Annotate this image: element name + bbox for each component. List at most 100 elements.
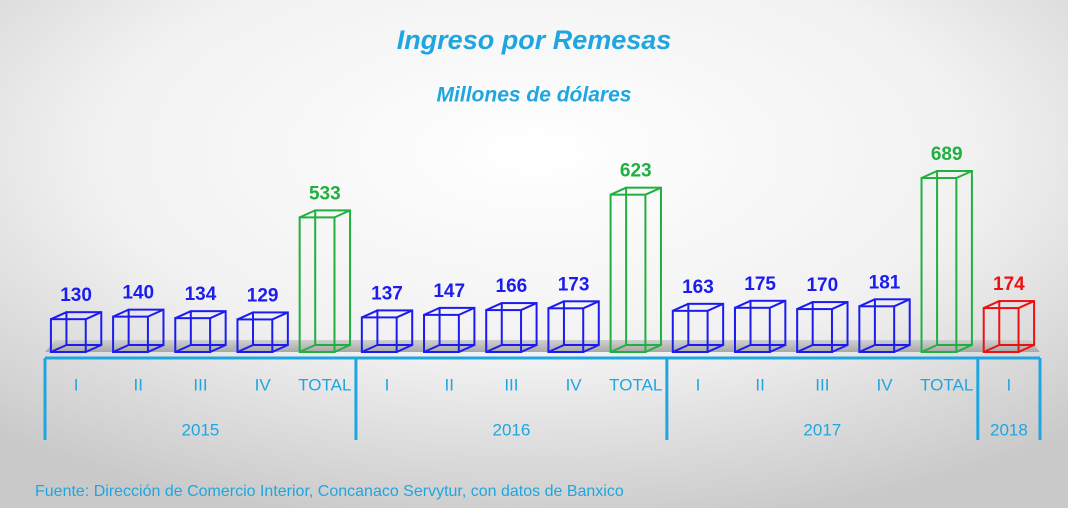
floor <box>45 340 1040 352</box>
bar-edge <box>174 317 212 353</box>
x-tick-label: III <box>193 375 207 394</box>
group-label: 2017 <box>803 420 841 439</box>
chart-title: Ingreso por Remesas <box>397 25 672 55</box>
bar-edge <box>438 306 476 347</box>
bar-edge <box>458 306 475 316</box>
bar-edge <box>734 299 751 309</box>
bar-edge <box>733 306 771 353</box>
bar-edge <box>271 344 289 353</box>
bar-edge <box>936 170 973 346</box>
bar-edge <box>796 344 814 353</box>
bar-edge <box>174 344 192 353</box>
value-label: 174 <box>993 274 1025 295</box>
bar-edge <box>893 344 911 353</box>
bar-edge <box>734 344 751 353</box>
bar-edge <box>796 301 814 310</box>
bar-edge <box>873 298 911 347</box>
x-tick-label: TOTAL <box>609 375 662 394</box>
value-label: 170 <box>806 275 838 296</box>
bar-edge <box>687 302 725 347</box>
bar-edge <box>831 344 848 353</box>
bar-edge <box>955 344 973 353</box>
bar-edge <box>921 170 938 179</box>
x-tick-label: III <box>815 375 829 394</box>
bar-edge <box>707 344 724 353</box>
bar-edge <box>127 308 165 346</box>
group-label: 2016 <box>492 420 530 439</box>
value-label: 137 <box>371 283 403 304</box>
bar-edge <box>147 308 164 318</box>
bar-edge <box>610 344 627 353</box>
x-tick-label: II <box>444 375 453 394</box>
bar-edge <box>112 344 130 353</box>
bar-edge <box>520 302 538 311</box>
bar-edge <box>271 311 289 321</box>
value-label: 173 <box>558 274 590 295</box>
value-label: 147 <box>433 281 465 302</box>
x-tick-label: IV <box>566 375 583 394</box>
bar <box>920 170 973 353</box>
bar-edge <box>85 311 102 321</box>
bar-edge <box>858 344 876 353</box>
bar-edge <box>707 302 724 312</box>
bar-edge <box>920 177 958 353</box>
value-label: 129 <box>247 285 279 306</box>
bar-edge <box>112 308 130 318</box>
x-tick-label: IV <box>255 375 272 394</box>
bar-edge <box>237 311 254 321</box>
bar-edge <box>831 301 848 310</box>
bar-edge <box>209 310 227 320</box>
bar-edge <box>298 216 336 353</box>
bar-edge <box>65 311 103 346</box>
bar-edge <box>361 344 378 353</box>
value-label: 689 <box>931 144 963 165</box>
bar-edge <box>672 344 689 353</box>
bar-edge <box>858 298 876 308</box>
bar-edge <box>485 302 503 311</box>
bar-edge <box>147 344 164 353</box>
value-label: 175 <box>744 274 776 295</box>
bar <box>112 308 165 353</box>
bar-edge <box>645 186 662 196</box>
x-tick-label: I <box>385 375 390 394</box>
bar-edge <box>858 305 896 354</box>
bar <box>547 300 600 354</box>
bar-edge <box>562 300 600 347</box>
bar-edge <box>423 306 440 316</box>
bar-edge <box>811 301 849 346</box>
bar-edge <box>174 310 192 320</box>
bar-edge <box>423 313 460 354</box>
bar-edge <box>396 344 413 353</box>
bar-edge <box>299 344 316 353</box>
bar-edge <box>645 344 662 353</box>
bar-edge <box>547 300 565 310</box>
value-label: 533 <box>309 183 341 204</box>
bar-edge <box>749 299 787 346</box>
bar <box>733 299 787 353</box>
bar-edge <box>252 311 289 347</box>
x-tick-label: II <box>755 375 764 394</box>
bar-edge <box>50 344 67 353</box>
x-tick-label: I <box>74 375 79 394</box>
bar <box>609 186 662 353</box>
bar <box>236 311 289 354</box>
bar-edge <box>582 300 600 310</box>
bar-edge <box>769 344 786 353</box>
group-label: 2018 <box>990 420 1028 439</box>
bar-edge <box>796 308 833 353</box>
bar-edge <box>671 309 709 354</box>
bar-edge <box>982 307 1020 353</box>
bar-edge <box>209 344 227 353</box>
bar-edge <box>50 311 67 321</box>
bar-edge <box>672 302 689 312</box>
value-label: 181 <box>869 272 901 293</box>
bar-edge <box>610 186 627 196</box>
value-label: 166 <box>496 276 528 297</box>
bar-edge <box>112 315 149 353</box>
bar-edge <box>983 344 1000 353</box>
bar-edge <box>520 344 538 353</box>
value-label: 134 <box>185 284 217 305</box>
bar-edge <box>458 344 475 353</box>
